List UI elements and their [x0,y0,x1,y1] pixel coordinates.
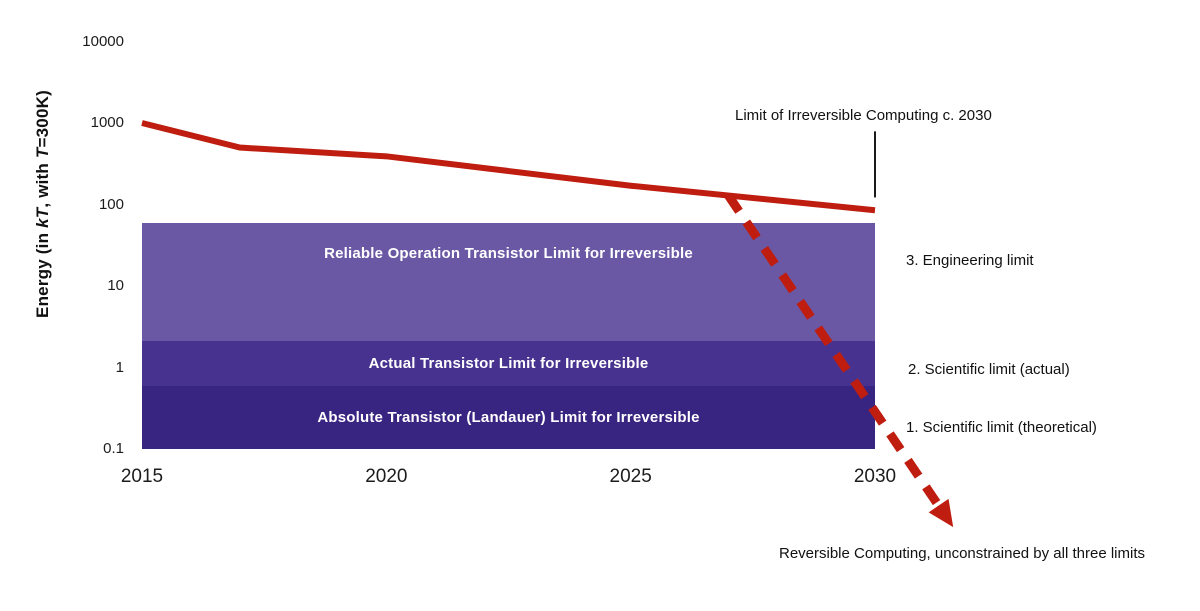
band-scientific-limit-theoretical: Absolute Transistor (Landauer) Limit for… [142,385,875,449]
band-scientific-limit-actual: Actual Transistor Limit for Irreversible [142,341,875,386]
band-engineering-limit: Reliable Operation Transistor Limit for … [142,222,875,342]
x-tick-label: 2025 [609,466,652,487]
y-tick-label: 10 [107,277,124,294]
y-tick-label: 1000 [90,114,124,131]
reversible-computing-label: Reversible Computing, unconstrained by a… [778,545,1146,562]
y-tick-label: 100 [98,195,124,213]
y-tick-label: 10000 [82,32,124,50]
reversible-arrow-head [928,498,954,528]
y-tick-label: 1 [115,358,124,376]
x-tick-label: 2015 [120,466,164,487]
band-label-reliable-operation: Reliable Operation Transistor Limit for … [324,244,693,262]
trend-line [141,120,876,214]
annotation-engineering-limit: 3. Engineering limit [906,252,1034,269]
marker-label: Limit of Irreversible Computing c. 2030 [735,107,992,124]
band-label-absolute-landauer: Absolute Transistor (Landauer) Limit for… [317,408,700,426]
x-axis-ticks: 2015 2020 2025 2030 [0,466,1200,492]
x-tick-label: 2030 [853,466,897,487]
annotation-scientific-limit-theoretical: 1. Scientific limit (theoretical) [906,419,1097,436]
y-axis-ticks: 10000 1000 100 10 1 0.1 [0,0,124,611]
reversible-arrow-line [724,192,943,509]
annotation-scientific-limit-actual: 2. Scientific limit (actual) [908,361,1070,378]
band-label-actual: Actual Transistor Limit for Irreversible [368,354,649,372]
x-tick-label: 2020 [365,466,408,487]
y-tick-label: 0.1 [103,440,124,457]
